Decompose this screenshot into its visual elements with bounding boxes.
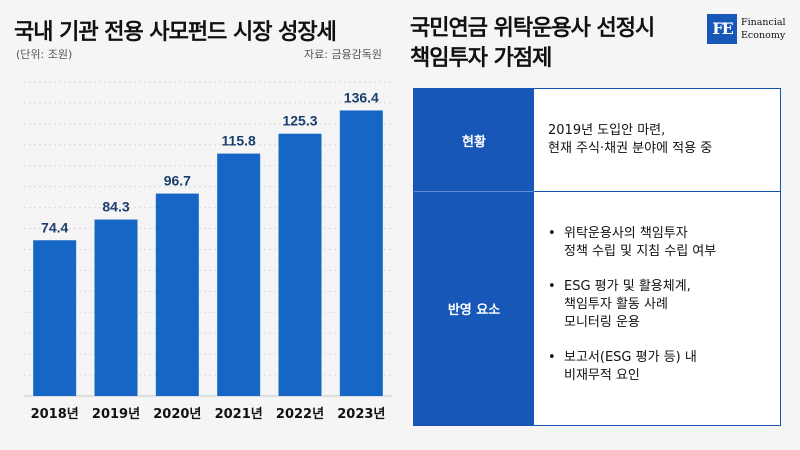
unit-label: (단위: 조원) <box>16 48 73 61</box>
bar <box>155 193 199 396</box>
chart-title: 국내 기관 전용 사모펀드 시장 성장세 <box>14 20 337 45</box>
bar <box>217 153 261 396</box>
logo-text-line-2: Economy <box>741 30 786 41</box>
data-label: 84.3 <box>102 199 129 215</box>
row-content-status: 2019년 도입안 마련, 현재 주식·채권 분야에 적용 중 <box>548 122 772 158</box>
bullet-item: • 위탁운용사의 책임투자 정책 수립 및 지침 수립 여부 <box>548 225 772 261</box>
bullet-line: 위탁운용사의 책임투자 <box>564 226 688 241</box>
logo-mark: FE <box>707 14 737 44</box>
bullet-item: • 보고서(ESG 평가 등) 내 비재무적 요인 <box>548 349 772 385</box>
x-tick-label: 2018년 <box>31 407 79 422</box>
table-title-line-1: 국민연금 위탁운용사 선정시 <box>410 16 655 41</box>
data-label: 115.8 <box>222 133 256 149</box>
x-tick-label: 2020년 <box>153 407 201 422</box>
logo-text-line-1: Financial <box>741 17 786 28</box>
bar-chart: 74.4 2018년 84.3 2019년 96.7 2020년 115.8 2021년 125… <box>24 81 392 422</box>
x-tick-label: 2023년 <box>337 407 385 422</box>
financial-economy-logo: FE Financial Economy <box>707 14 797 48</box>
bar <box>33 240 77 396</box>
table-title-line-2: 책임투자 가점제 <box>410 46 552 71</box>
bullet-line: 모니터링 운용 <box>564 315 640 330</box>
row-content-factors: • 위탁운용사의 책임투자 정책 수립 및 지침 수립 여부 • ESG 평가 … <box>548 225 772 402</box>
table-row-factors: 반영 요소 • 위탁운용사의 책임투자 정책 수립 및 지침 수립 여부 • E… <box>414 192 780 425</box>
source-label: 자료: 금융감독원 <box>304 48 383 61</box>
table-title: 국민연금 위탁운용사 선정시 책임투자 가점제 <box>410 14 655 74</box>
info-table: 현황 2019년 도입안 마련, 현재 주식·채권 분야에 적용 중 반영 요소… <box>413 88 781 426</box>
bullet-line: 보고서(ESG 평가 등) 내 <box>564 350 697 365</box>
row-header-status: 현황 <box>414 89 534 192</box>
data-label: 125.3 <box>282 113 317 129</box>
x-tick-label: 2022년 <box>276 407 324 422</box>
bar <box>278 133 322 396</box>
bullet-dot-icon: • <box>548 279 556 294</box>
data-label: 96.7 <box>164 173 191 189</box>
table-row-status: 현황 2019년 도입안 마련, 현재 주식·채권 분야에 적용 중 <box>414 89 780 192</box>
x-tick-label: 2021년 <box>215 407 263 422</box>
bullet-line: 책임투자 활동 사례 <box>564 297 668 312</box>
bullet-line: 비재무적 요인 <box>564 368 640 383</box>
row-header-factors: 반영 요소 <box>414 192 534 425</box>
data-label: 74.4 <box>41 219 68 235</box>
status-line-1: 2019년 도입안 마련, <box>548 123 666 138</box>
bullet-dot-icon: • <box>548 226 556 241</box>
bar <box>94 219 138 396</box>
bullet-dot-icon: • <box>548 350 556 365</box>
status-line-2: 현재 주식·채권 분야에 적용 중 <box>548 141 713 156</box>
bullet-line: ESG 평가 및 활용체계, <box>564 279 691 294</box>
bullet-item: • ESG 평가 및 활용체계, 책임투자 활동 사례 모니터링 운용 <box>548 278 772 332</box>
bar <box>339 110 383 396</box>
x-tick-label: 2019년 <box>92 407 140 422</box>
logo-text: Financial Economy <box>741 16 786 42</box>
data-label: 136.4 <box>344 89 379 105</box>
bullet-line: 정책 수립 및 지침 수립 여부 <box>564 244 717 259</box>
